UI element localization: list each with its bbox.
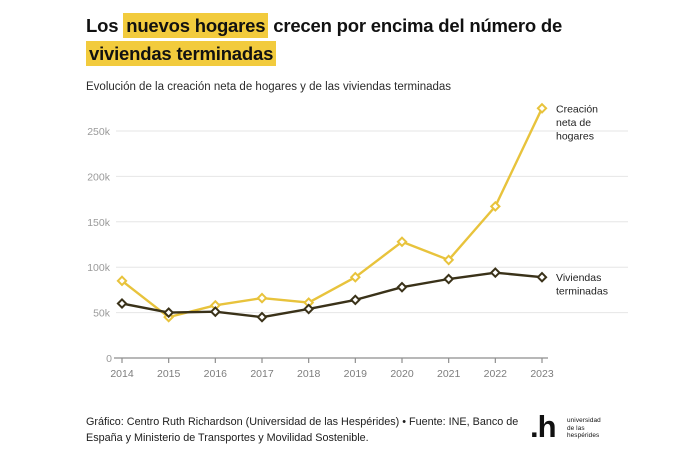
data-point-marker[interactable] [256,311,268,323]
data-point-marker[interactable] [349,294,361,306]
x-axis-tick-label: 2020 [390,368,414,380]
data-point-marker[interactable] [116,275,128,287]
y-axis-tick-label: 100k [87,262,111,274]
y-axis-tick-label: 150k [87,217,111,229]
x-axis-tick-labels: 2014 2015 2016 2017 2018 2019 2020 2021 2022 2023 [110,368,554,380]
series-lines [120,107,544,319]
logo-subtext-line-1: universidad [567,417,601,424]
x-axis-tick-label: 2017 [250,368,274,380]
series-label-2: Viviendas terminadas [556,272,608,298]
logo-divider [564,414,565,440]
credit-source-text: Gráfico: Centro Ruth Richardson (Univers… [86,416,519,444]
data-point-marker[interactable] [209,306,221,318]
logo-wordmark: .h [530,409,557,444]
logo-subtext-line-3: hespérides [567,432,600,440]
data-point-marker[interactable] [163,307,175,319]
x-axis-tick-label: 2015 [157,368,181,380]
data-point-marker[interactable] [396,236,408,248]
series-markers [116,102,548,323]
x-axis-tick-label: 2021 [437,368,461,380]
series-label-1: Creación neta de hogares [556,103,598,142]
series-inline-labels: Creación neta de hogares Viviendas terminada… [556,103,608,297]
data-point-marker[interactable] [443,273,455,285]
title-segment-highlighted-1: nuevos hogares [123,13,269,38]
data-point-marker[interactable] [256,292,268,304]
y-axis-tick-label: 0 [106,353,112,365]
chart-footer: Gráfico: Centro Ruth Richardson (Univers… [86,414,646,446]
chart-subtitle: Evolución de la creación neta de hogares… [86,81,452,93]
x-axis-tick-label: 2016 [204,368,228,380]
footer-divider [86,399,604,400]
x-axis-tick-label: 2022 [484,368,508,380]
x-axis-tick-label: 2019 [344,368,368,380]
data-point-marker[interactable] [489,200,501,212]
y-axis-tick-labels: 0 50k 100k 150k 200k 250k [87,126,112,365]
grid-lines [116,130,628,314]
data-point-marker[interactable] [536,271,548,283]
logo-subtext: universidad de las hespérides [567,417,601,440]
title-segment-highlighted-2: viviendas terminadas [86,41,277,66]
university-logo: .h universidad de las hespérides [530,409,650,452]
y-axis-tick-label: 200k [87,171,111,183]
logo-subtext-line-2: de las [567,424,585,432]
data-point-marker[interactable] [303,303,315,315]
series-line-2 [120,271,544,319]
data-point-marker[interactable] [349,271,361,283]
title-segment-plain-1: Los [86,15,124,36]
y-axis-tick-label: 250k [87,126,111,138]
x-axis-tick-label: 2018 [297,368,321,380]
x-axis-tick-label: 2014 [110,368,134,380]
series-line-1 [120,107,544,319]
chart-container: 0 50k 100k 150k 200k 250k 2014 2015 2016 2017 201… [0,92,690,392]
page-title: Los nuevos hogares crecen por encima del… [86,12,646,68]
data-point-marker[interactable] [396,281,408,293]
title-segment-plain-2: crecen por encima del número de [268,15,563,36]
chart-header: Los nuevos hogares crecen por encima del… [86,12,646,95]
x-axis-line [114,357,548,363]
data-point-marker[interactable] [489,267,501,279]
data-point-marker[interactable] [116,298,128,310]
data-point-marker[interactable] [443,254,455,266]
x-axis-tick-label: 2023 [530,368,554,380]
data-point-marker[interactable] [536,102,548,114]
y-axis-tick-label: 50k [93,308,111,320]
